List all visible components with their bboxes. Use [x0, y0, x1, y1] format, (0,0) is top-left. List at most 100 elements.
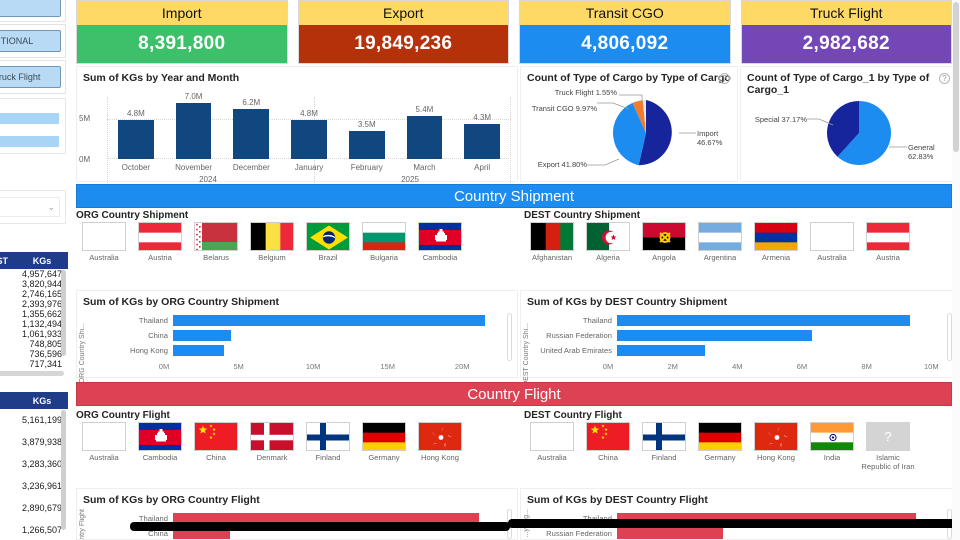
country-flag-item[interactable]: Belgium: [244, 222, 300, 263]
table-row[interactable]: 3,283,360: [0, 453, 68, 475]
hbar-row[interactable]: Thailand: [91, 511, 501, 526]
hbar-row[interactable]: United Arab Emirates: [535, 343, 941, 358]
hbar-row[interactable]: Russian Federation: [535, 526, 941, 539]
slicer-bar-1[interactable]: [0, 113, 59, 124]
page-scrollbar-thumb[interactable]: [953, 2, 959, 152]
country-flag-item[interactable]: Cambodia: [412, 222, 468, 263]
country-flag-item[interactable]: Australia: [524, 422, 580, 472]
hbar-row[interactable]: China: [91, 328, 501, 343]
country-flag-item[interactable]: Australia: [76, 222, 132, 263]
country-flag-item[interactable]: Hong Kong: [412, 422, 468, 463]
table-row[interactable]: 3,820,944: [0, 279, 68, 289]
help-icon[interactable]: ?: [719, 73, 730, 84]
country-flag-item[interactable]: Bulgaria: [356, 222, 412, 263]
table-scrollbar-vertical-2[interactable]: [61, 410, 66, 530]
kpi-card-transit-cgo[interactable]: Transit CGO 4,806,092: [519, 0, 731, 64]
table-row[interactable]: 748,805: [0, 339, 68, 349]
column-item[interactable]: 3.5M: [338, 97, 396, 159]
column-item[interactable]: 5.4M: [396, 97, 454, 159]
country-flag-item[interactable]: Austria: [860, 222, 916, 263]
hbar-fill[interactable]: [173, 528, 230, 539]
scrollbar-org-shipment[interactable]: [507, 313, 512, 361]
slicer-button-truck-flight[interactable]: Truck Flight: [0, 66, 61, 88]
country-flag-item[interactable]: Austria: [132, 222, 188, 263]
country-flag-item[interactable]: Brazil: [300, 222, 356, 263]
panel-kgs-dest-shipment[interactable]: Sum of KGs by DEST Country Shipment DEST…: [520, 290, 958, 386]
country-flag-item[interactable]: Argentina: [692, 222, 748, 263]
country-flag-item[interactable]: Australia: [804, 222, 860, 263]
hbar-fill[interactable]: [173, 315, 486, 326]
column-bar[interactable]: [348, 130, 385, 159]
country-flag-item[interactable]: Armenia: [748, 222, 804, 263]
slicer-bar-2[interactable]: [0, 136, 59, 147]
table-row[interactable]: 3,236,961: [0, 475, 68, 497]
slicer-card-international[interactable]: TIONAL: [0, 24, 66, 58]
pie-slice-export[interactable]: [612, 102, 646, 166]
country-flag-item[interactable]: Hong Kong: [748, 422, 804, 472]
column-item[interactable]: 6.2M: [222, 97, 280, 159]
table-row[interactable]: 2,746,165: [0, 289, 68, 299]
column-item[interactable]: 4.3M: [453, 97, 511, 159]
help-icon-2[interactable]: ?: [939, 73, 950, 84]
country-flag-item[interactable]: Angola: [636, 222, 692, 263]
table-row[interactable]: 2,890,679: [0, 497, 68, 519]
slicer-button-international[interactable]: TIONAL: [0, 30, 61, 52]
sidebar-table-top[interactable]: ST KGs 4,957,6473,820,9442,746,1652,393,…: [0, 252, 68, 382]
country-flag-item[interactable]: Afghanistan: [524, 222, 580, 263]
pie-slice-general[interactable]: [837, 101, 892, 165]
country-flag-item[interactable]: Algeria: [580, 222, 636, 263]
table-scrollbar-horizontal[interactable]: [0, 371, 64, 376]
column-bar[interactable]: [233, 109, 270, 159]
panel-kgs-org-flight[interactable]: Sum of KGs by ORG Country Flight ...ntry…: [76, 488, 518, 540]
table-row[interactable]: 1,355,662: [0, 309, 68, 319]
slicer-card-bars[interactable]: [0, 98, 66, 154]
country-flag-item[interactable]: China: [580, 422, 636, 472]
dropdown-inner[interactable]: ⌄: [0, 197, 60, 217]
pie-slice-truck-flight[interactable]: [642, 100, 646, 133]
pie-slice-import[interactable]: [638, 100, 672, 166]
panel-kgs-by-month[interactable]: Sum of KGs by Year and Month 5M 0M 4.8M 7…: [76, 66, 518, 196]
panel-cargo-type-1-pie[interactable]: Count of Type of Cargo_1 by Type of Carg…: [740, 66, 958, 182]
column-item[interactable]: 4.8M: [280, 97, 338, 159]
column-bar[interactable]: [117, 120, 154, 159]
kpi-card-import[interactable]: Import 8,391,800: [76, 0, 288, 64]
slicer-card-truck-flight[interactable]: Truck Flight: [0, 60, 66, 94]
panel-kgs-dest-flight[interactable]: Sum of KGs by DEST Country Flight ...y F…: [520, 488, 958, 540]
column-bar[interactable]: [175, 102, 212, 159]
country-flag-item[interactable]: Finland: [300, 422, 356, 463]
slicer-button-blank[interactable]: [0, 0, 61, 17]
column-item[interactable]: 7.0M: [165, 92, 223, 159]
hbar-row[interactable]: Hong Kong: [91, 343, 501, 358]
pie-slice-special[interactable]: [827, 101, 859, 157]
table-row[interactable]: 3,879,938: [0, 431, 68, 453]
country-flag-item[interactable]: Australia: [76, 422, 132, 463]
hbar-row[interactable]: Thailand: [91, 313, 501, 328]
hbar-fill[interactable]: [617, 513, 917, 524]
column-bar[interactable]: [464, 124, 501, 159]
country-flag-item[interactable]: ? Islamic Republic of Iran: [860, 422, 916, 472]
kpi-card-export[interactable]: Export 19,849,236: [297, 0, 509, 64]
slicer-card-blank[interactable]: [0, 0, 66, 22]
hbar-fill[interactable]: [173, 345, 224, 356]
table-row[interactable]: 736,596: [0, 349, 68, 359]
country-flag-item[interactable]: India: [804, 422, 860, 472]
hbar-fill[interactable]: [173, 513, 479, 524]
hbar-fill[interactable]: [173, 330, 232, 341]
table-row[interactable]: 1,266,507: [0, 519, 68, 540]
table-row[interactable]: 1,061,933: [0, 329, 68, 339]
hbar-row[interactable]: Russian Federation: [535, 328, 941, 343]
column-bar[interactable]: [291, 120, 327, 159]
hbar-fill[interactable]: [617, 528, 723, 539]
table-row[interactable]: 717,341: [0, 359, 68, 369]
country-flag-item[interactable]: Cambodia: [132, 422, 188, 463]
table-row[interactable]: 4,957,647: [0, 269, 68, 279]
hbar-row[interactable]: Thailand: [535, 313, 941, 328]
sidebar-dropdown[interactable]: ⌄: [0, 190, 66, 224]
table-scrollbar-vertical[interactable]: [61, 270, 66, 356]
hbar-row[interactable]: China: [91, 526, 501, 539]
column-item[interactable]: 4.8M: [107, 97, 165, 159]
hbar-fill[interactable]: [617, 315, 910, 326]
column-bar[interactable]: [406, 115, 443, 159]
table-row[interactable]: 1,132,494: [0, 319, 68, 329]
hbar-fill[interactable]: [617, 330, 813, 341]
